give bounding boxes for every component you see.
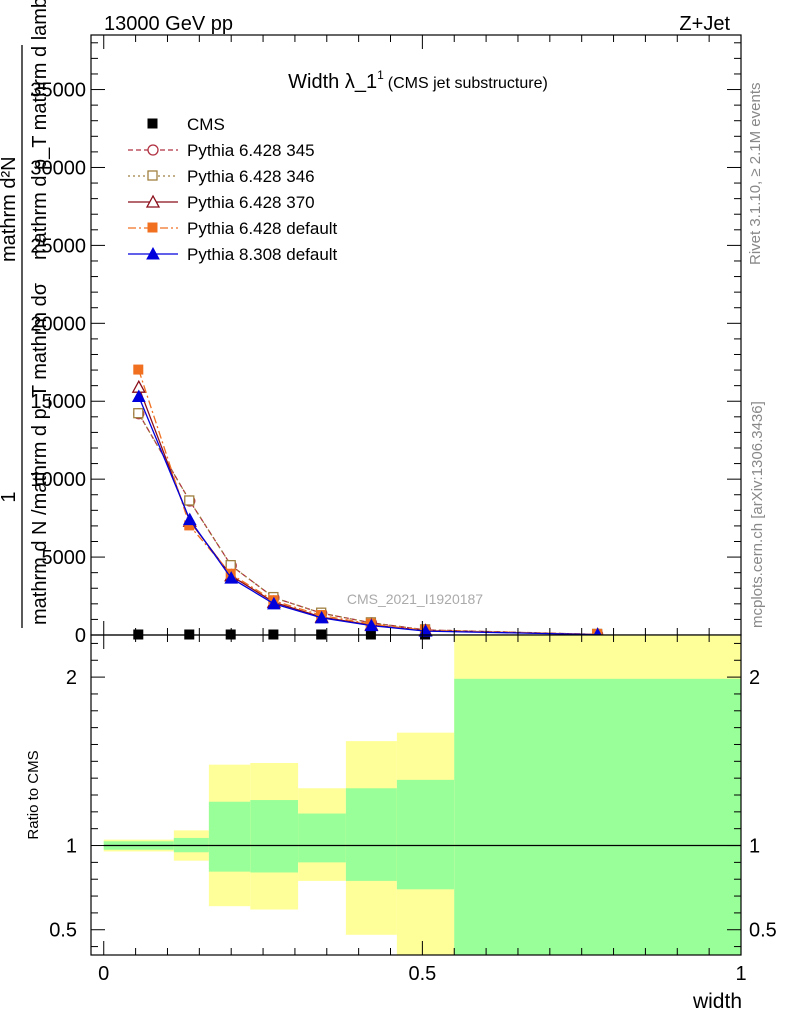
data-point: [184, 495, 195, 506]
legend-item: Pythia 6.428 370: [128, 193, 315, 212]
legend-item: Pythia 6.428 346: [128, 167, 315, 186]
y-tick-label: 0: [75, 625, 86, 647]
series-line: [138, 369, 598, 636]
legend: CMS Pythia 6.428 345 Pythia 6.428 346 Pythi…: [128, 115, 338, 264]
main-title-small: (CMS jet substructure): [388, 75, 548, 92]
legend-label: Pythia 6.428 345: [187, 141, 315, 160]
y-tick-label: 10000: [30, 469, 86, 491]
x-tick-label: 0: [98, 963, 109, 985]
legend-item: Pythia 6.428 default: [128, 219, 338, 238]
main-y-label: 1 mathrm d N /mathrm d p_T mathrm dσ mat…: [0, 0, 51, 628]
ratio-x-axis: 0 0.5 1: [98, 635, 747, 985]
main-panel: 0 5000 10000 15000 20000 25000 30000 35000 CMS_…: [0, 0, 742, 647]
y-tick-label: 30000: [30, 157, 86, 179]
ratio-y-tick-label-right: 2: [749, 667, 760, 689]
green-band: [208, 801, 251, 872]
green-band: [345, 788, 397, 881]
main-y-axis: 0 5000 10000 15000 20000 25000 30000 35000: [30, 42, 741, 647]
y-tick-label: 5000: [42, 547, 87, 569]
main-title: Width λ_11 (CMS jet substructure): [288, 68, 548, 93]
legend-marker: [147, 144, 159, 156]
data-point: [133, 408, 144, 419]
legend-item: Pythia 6.428 345: [128, 141, 315, 160]
y-tick-label: 25000: [30, 235, 86, 257]
green-band: [250, 800, 299, 873]
data-point: [131, 389, 146, 403]
x-tick-label: 1: [735, 963, 746, 985]
header-process: Z+Jet: [679, 13, 730, 35]
main-title-text: Width λ_1: [288, 71, 377, 93]
header-energy: 13000 GeV pp: [104, 13, 233, 35]
ratio-panel: 0.5 0.51 12 2 0 0.5 1 Ratio to CMS: [25, 634, 777, 985]
ratio-y-tick-label-right: 0.5: [749, 920, 777, 942]
data-point: [224, 571, 239, 584]
y-tick-label: 35000: [30, 80, 86, 102]
ratio-y-label: Ratio to CMS: [25, 750, 42, 839]
legend-label: Pythia 6.428 346: [187, 167, 315, 186]
green-band: [298, 813, 346, 863]
data-point: [267, 596, 281, 610]
x-axis-label: width: [692, 990, 742, 1013]
legend-marker: [147, 118, 158, 129]
ylabel-one: 1: [0, 491, 20, 502]
legend-label: Pythia 6.428 370: [187, 193, 315, 212]
legend-label: Pythia 8.308 default: [187, 245, 338, 264]
ylabel-numerator: mathrm d²N: [0, 156, 20, 262]
y-tick-label: 15000: [30, 391, 86, 413]
rivet-label: Rivet 3.1.10, ≥ 2.1M events: [747, 83, 764, 266]
legend-marker: [146, 246, 160, 260]
main-x-ticks: [103, 35, 742, 635]
ylabel-numerator-denominator: mathrm d p_T mathrm d lambda: [29, 0, 51, 260]
legend-marker: [145, 194, 161, 208]
ratio-y-tick-label: 1: [66, 836, 77, 858]
data-point: [364, 618, 379, 632]
data-point: [182, 512, 197, 526]
svg-text:Width λ_11(CMS jet substructur: Width λ_11 (CMS jet substructure): [288, 68, 548, 93]
series-line: [138, 396, 598, 636]
series-line: [138, 413, 598, 636]
legend-item: CMS: [147, 115, 225, 134]
mcplots-label: mcplots.cern.ch [arXiv:1306.3436]: [749, 401, 766, 628]
ratio-bands: [103, 635, 741, 955]
ylabel-denominator: mathrm d N /mathrm d p_T mathrm dσ: [29, 282, 51, 625]
legend-marker: [147, 170, 158, 181]
legend-item: Pythia 8.308 default: [128, 245, 338, 264]
y-tick-label: 20000: [30, 313, 86, 335]
ratio-y-axis: 0.5 0.5 1 1 2 2: [49, 642, 777, 948]
green-band: [454, 678, 741, 955]
main-title-sup: 1: [377, 68, 384, 82]
data-point: [314, 610, 329, 624]
watermark: CMS_2021_I1920187: [347, 591, 483, 607]
legend-marker: [147, 222, 158, 233]
x-tick-label: 0.5: [408, 963, 436, 985]
data-point: [225, 559, 236, 571]
ratio-y-tick-label: 2: [66, 667, 77, 689]
legend-label: Pythia 6.428 default: [187, 219, 338, 238]
ratio-y-tick-label-right: 1: [749, 836, 760, 858]
legend-label: CMS: [187, 115, 225, 134]
data-point: [133, 364, 144, 375]
ratio-y-tick-label: 0.5: [49, 920, 77, 942]
green-band: [396, 779, 455, 890]
